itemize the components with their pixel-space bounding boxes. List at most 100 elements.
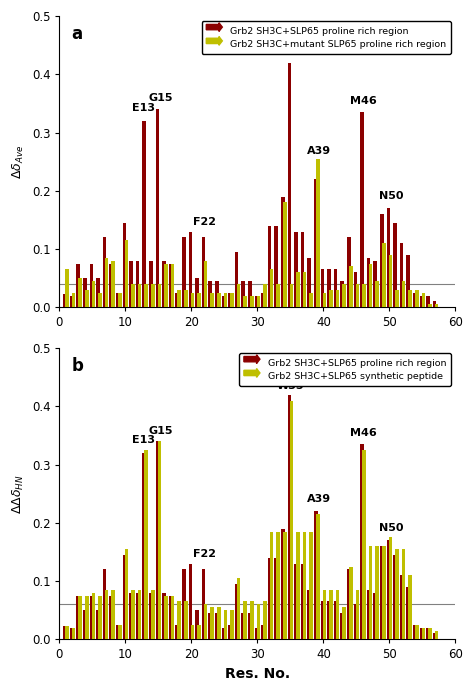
Bar bbox=[162, 593, 166, 639]
Bar bbox=[276, 531, 280, 639]
Bar bbox=[109, 264, 113, 307]
Bar bbox=[85, 290, 89, 307]
Bar bbox=[162, 261, 166, 307]
Bar bbox=[389, 538, 392, 639]
Bar bbox=[175, 293, 179, 307]
Bar bbox=[413, 625, 417, 639]
Bar bbox=[336, 290, 339, 307]
Bar bbox=[422, 293, 425, 307]
Text: E13: E13 bbox=[132, 103, 155, 113]
Bar bbox=[189, 232, 192, 307]
Bar bbox=[270, 531, 273, 639]
Bar bbox=[327, 269, 331, 307]
Bar bbox=[250, 295, 254, 307]
Bar bbox=[109, 596, 113, 639]
Bar bbox=[380, 214, 383, 307]
Bar bbox=[369, 264, 373, 307]
Bar bbox=[406, 587, 410, 639]
Bar bbox=[283, 531, 287, 639]
Text: A39: A39 bbox=[307, 493, 331, 504]
Bar bbox=[149, 593, 153, 639]
Bar bbox=[380, 546, 383, 639]
Bar bbox=[402, 281, 405, 307]
Bar bbox=[171, 596, 174, 639]
Bar bbox=[382, 243, 386, 307]
Bar bbox=[184, 290, 188, 307]
Bar bbox=[419, 295, 423, 307]
Bar bbox=[263, 284, 267, 307]
Bar bbox=[393, 223, 397, 307]
Bar bbox=[96, 278, 100, 307]
Bar bbox=[235, 252, 238, 307]
Bar bbox=[310, 293, 313, 307]
Bar bbox=[367, 590, 371, 639]
Bar bbox=[182, 570, 186, 639]
Bar bbox=[228, 293, 232, 307]
Bar bbox=[340, 613, 344, 639]
Bar bbox=[435, 630, 438, 639]
Bar bbox=[433, 633, 437, 639]
Bar bbox=[145, 284, 148, 307]
Bar bbox=[244, 295, 247, 307]
Bar bbox=[202, 570, 205, 639]
Bar bbox=[387, 208, 390, 307]
X-axis label: Res. No.: Res. No. bbox=[225, 667, 290, 681]
Bar bbox=[256, 604, 260, 639]
Bar bbox=[209, 613, 212, 639]
Bar bbox=[314, 511, 318, 639]
Bar bbox=[375, 281, 379, 307]
Bar bbox=[157, 441, 161, 639]
Bar bbox=[288, 63, 291, 307]
Bar bbox=[91, 593, 95, 639]
Bar bbox=[70, 628, 73, 639]
Bar bbox=[409, 290, 412, 307]
Bar bbox=[274, 226, 278, 307]
Text: F22: F22 bbox=[193, 549, 216, 559]
Bar bbox=[349, 567, 353, 639]
Bar bbox=[382, 546, 386, 639]
Bar bbox=[426, 628, 430, 639]
Bar bbox=[202, 237, 205, 307]
Bar bbox=[354, 273, 357, 307]
Bar bbox=[136, 261, 139, 307]
Bar bbox=[224, 610, 227, 639]
Bar bbox=[63, 626, 67, 639]
Bar bbox=[138, 590, 141, 639]
Bar bbox=[72, 293, 75, 307]
Bar bbox=[354, 604, 357, 639]
Bar bbox=[334, 601, 337, 639]
Bar bbox=[230, 293, 234, 307]
Bar bbox=[136, 593, 139, 639]
Bar bbox=[230, 610, 234, 639]
Bar bbox=[281, 197, 285, 307]
Bar bbox=[356, 284, 359, 307]
Bar bbox=[415, 290, 419, 307]
Bar bbox=[329, 290, 333, 307]
Bar bbox=[334, 269, 337, 307]
Bar bbox=[290, 284, 293, 307]
Bar bbox=[294, 232, 298, 307]
Bar bbox=[65, 269, 69, 307]
Text: a: a bbox=[71, 25, 82, 43]
Bar bbox=[149, 261, 153, 307]
Bar bbox=[406, 255, 410, 307]
Bar bbox=[224, 293, 227, 307]
Bar bbox=[215, 613, 219, 639]
Bar bbox=[256, 295, 260, 307]
Bar bbox=[195, 610, 199, 639]
Bar bbox=[294, 563, 298, 639]
Text: M46: M46 bbox=[350, 95, 376, 106]
Bar bbox=[316, 514, 319, 639]
Bar bbox=[296, 531, 300, 639]
Bar bbox=[389, 255, 392, 307]
Bar bbox=[274, 558, 278, 639]
Bar bbox=[103, 237, 107, 307]
Bar bbox=[395, 290, 399, 307]
Bar bbox=[327, 601, 331, 639]
Bar bbox=[301, 232, 304, 307]
Bar bbox=[323, 590, 326, 639]
Bar bbox=[129, 593, 133, 639]
Bar bbox=[393, 555, 397, 639]
Bar bbox=[336, 590, 339, 639]
Bar bbox=[169, 264, 173, 307]
